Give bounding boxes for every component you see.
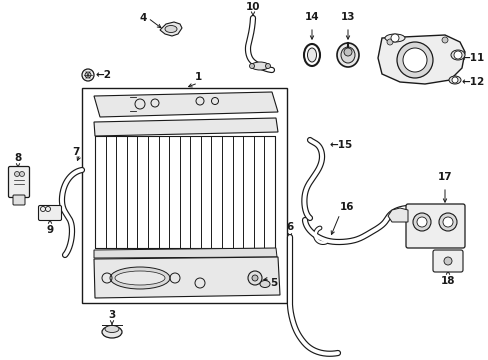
- Ellipse shape: [448, 76, 460, 84]
- Circle shape: [451, 77, 457, 83]
- Circle shape: [249, 63, 254, 68]
- Circle shape: [441, 37, 447, 43]
- Text: ←11: ←11: [461, 53, 484, 63]
- Circle shape: [402, 48, 426, 72]
- Text: 18: 18: [440, 276, 454, 286]
- Polygon shape: [94, 118, 278, 136]
- Circle shape: [343, 48, 351, 56]
- FancyBboxPatch shape: [8, 166, 29, 198]
- Text: 10: 10: [245, 2, 260, 12]
- Text: 5: 5: [269, 278, 277, 288]
- Text: 3: 3: [108, 310, 115, 320]
- Polygon shape: [94, 92, 278, 117]
- Circle shape: [453, 51, 461, 59]
- Ellipse shape: [102, 326, 122, 338]
- Circle shape: [396, 42, 432, 78]
- FancyBboxPatch shape: [39, 206, 61, 220]
- Text: 14: 14: [304, 12, 319, 22]
- Polygon shape: [387, 208, 407, 222]
- Ellipse shape: [450, 50, 464, 60]
- Polygon shape: [377, 35, 464, 84]
- Circle shape: [15, 171, 20, 176]
- Ellipse shape: [164, 26, 177, 32]
- Circle shape: [20, 171, 24, 176]
- Circle shape: [151, 99, 159, 107]
- Circle shape: [443, 257, 451, 265]
- Ellipse shape: [304, 44, 319, 66]
- Bar: [95, 136, 274, 248]
- Circle shape: [85, 72, 91, 78]
- Circle shape: [438, 213, 456, 231]
- Ellipse shape: [384, 34, 404, 42]
- Circle shape: [135, 99, 145, 109]
- Text: ←2: ←2: [96, 70, 112, 80]
- Bar: [82, 88, 286, 303]
- FancyBboxPatch shape: [13, 195, 25, 205]
- Polygon shape: [94, 248, 276, 258]
- Text: ←12: ←12: [461, 77, 484, 87]
- Circle shape: [211, 98, 218, 104]
- Circle shape: [416, 217, 426, 227]
- Text: ←15: ←15: [329, 140, 352, 150]
- Text: 17: 17: [437, 172, 451, 182]
- Ellipse shape: [260, 280, 269, 288]
- Circle shape: [247, 271, 262, 285]
- Text: 9: 9: [46, 225, 54, 235]
- FancyBboxPatch shape: [432, 250, 462, 272]
- Polygon shape: [160, 22, 182, 36]
- Text: 8: 8: [14, 153, 21, 163]
- Text: 6: 6: [286, 222, 293, 232]
- Text: 13: 13: [340, 12, 354, 22]
- Ellipse shape: [340, 47, 354, 63]
- Ellipse shape: [105, 325, 119, 333]
- Text: 4: 4: [140, 13, 147, 23]
- Circle shape: [390, 34, 398, 42]
- Circle shape: [251, 275, 258, 281]
- Circle shape: [442, 217, 452, 227]
- Ellipse shape: [115, 271, 164, 285]
- Circle shape: [82, 69, 94, 81]
- Polygon shape: [94, 257, 280, 298]
- Ellipse shape: [336, 43, 358, 67]
- Circle shape: [412, 213, 430, 231]
- Circle shape: [196, 97, 203, 105]
- Text: 16: 16: [339, 202, 354, 212]
- Ellipse shape: [250, 62, 268, 70]
- FancyBboxPatch shape: [405, 204, 464, 248]
- Ellipse shape: [110, 267, 170, 289]
- Text: 7: 7: [73, 147, 80, 157]
- Circle shape: [265, 63, 270, 68]
- Ellipse shape: [307, 48, 316, 62]
- Text: 1: 1: [194, 72, 201, 82]
- Circle shape: [386, 39, 392, 45]
